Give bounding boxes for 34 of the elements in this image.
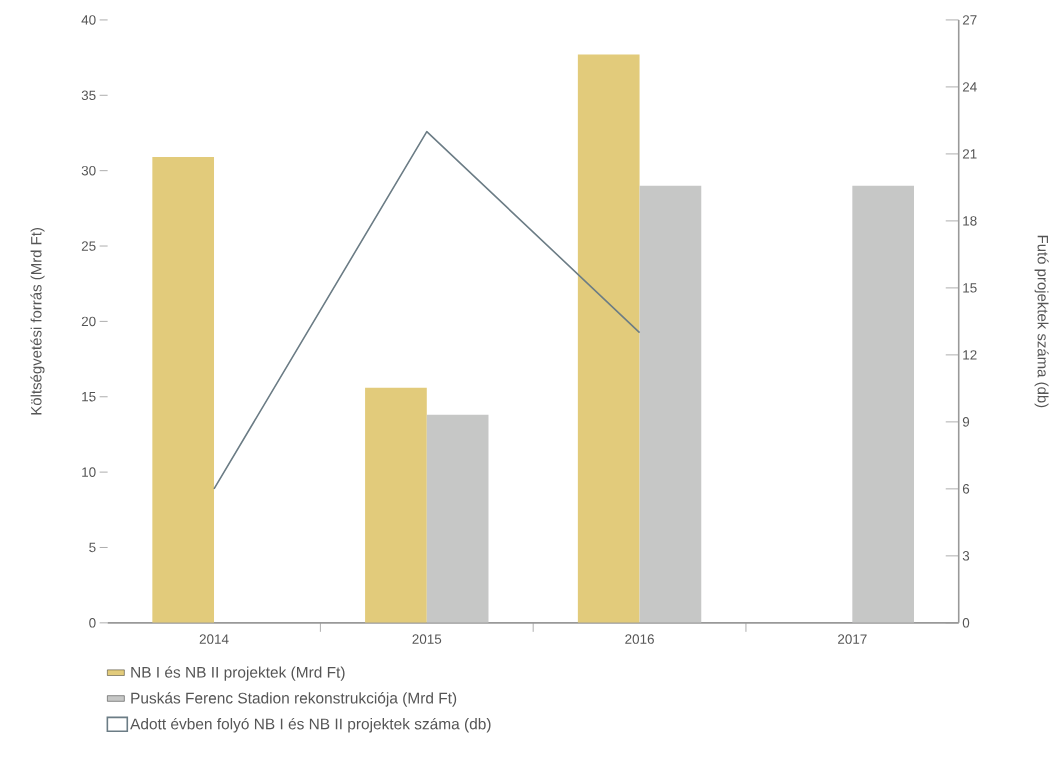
y-tick-label: 15 <box>82 391 96 402</box>
x-tick-label: 2014 <box>199 634 229 644</box>
bar <box>577 54 640 623</box>
y2-tick-label: 27 <box>962 15 977 25</box>
y-tick-label: 40 <box>81 14 96 25</box>
x-tick-label: 2017 <box>838 634 867 644</box>
y-tick-label: 35 <box>81 90 96 100</box>
y2-tick-label: 9 <box>962 416 970 427</box>
y-tick-label: 0 <box>89 617 96 628</box>
y-tick-label: 20 <box>81 316 96 326</box>
y2-tick-label: 15 <box>963 283 977 293</box>
legend-label: Puskás Ferenc Stadion rekonstrukciója (Mrd Ft) <box>131 691 457 707</box>
y-tick-label: 10 <box>82 467 96 477</box>
y-tick-label: 25 <box>81 241 96 251</box>
y2-tick-label: 0 <box>962 617 970 628</box>
y2-tick-label: 21 <box>962 149 977 159</box>
legend-label: NB I és NB II projektek (Mrd Ft) <box>131 666 345 681</box>
y2-axis-title: Futó projektek száma (db) <box>1034 235 1049 408</box>
bar <box>365 387 427 623</box>
x-tick-label: 2016 <box>625 634 654 644</box>
y2-tick-label: 18 <box>963 215 977 226</box>
bar <box>852 185 915 623</box>
bar <box>152 156 215 623</box>
y2-tick-label: 3 <box>962 550 970 561</box>
y-tick-label: 30 <box>81 165 96 176</box>
x-tick-label: 2015 <box>412 634 442 644</box>
y2-tick-label: 6 <box>962 483 970 494</box>
y-tick-label: 5 <box>89 542 96 553</box>
y-axis-title: Költségvetési forrás (Mrd Ft) <box>30 227 45 415</box>
y2-tick-label: 24 <box>962 82 977 92</box>
bar <box>426 414 489 623</box>
legend-label: Adott évben folyó NB I és NB II projektek száma (db) <box>130 717 491 733</box>
bar <box>639 185 702 623</box>
y2-tick-label: 12 <box>963 350 977 360</box>
